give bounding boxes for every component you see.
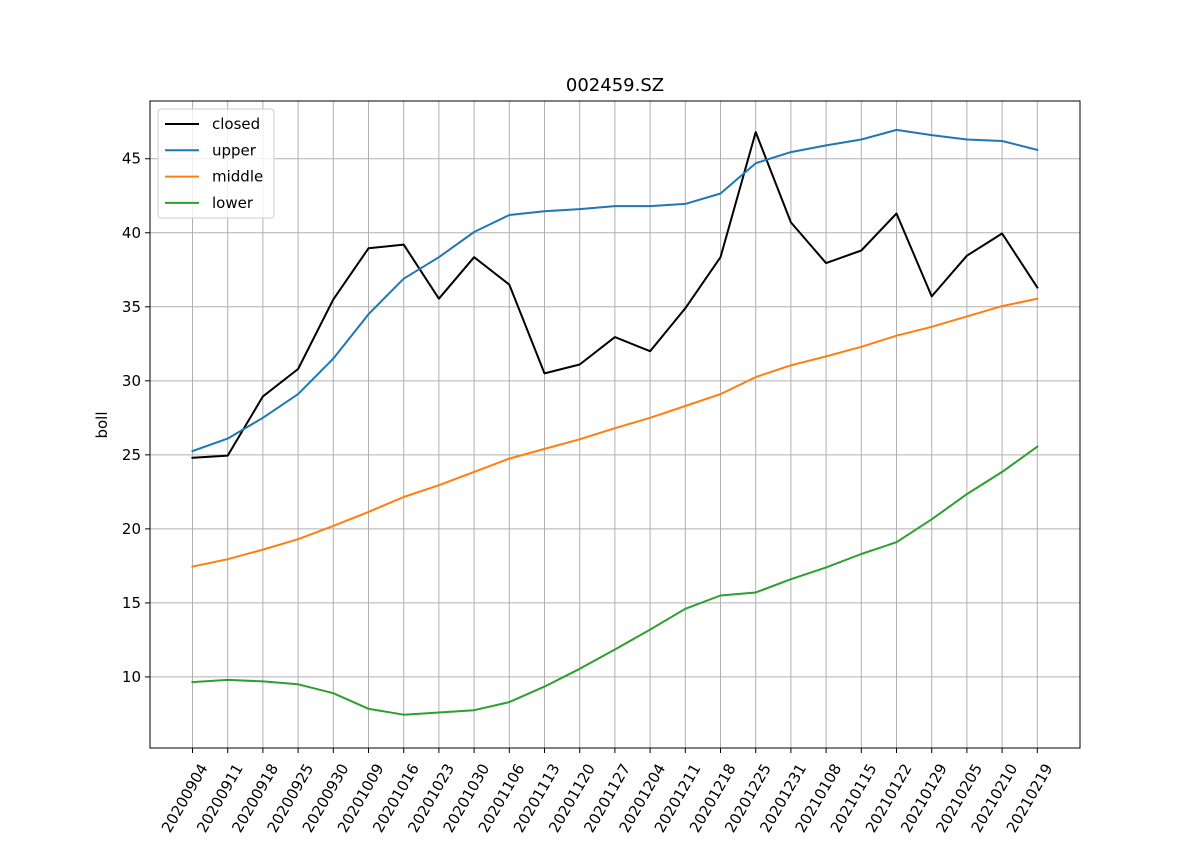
y-tick-label: 45 <box>122 150 141 168</box>
series-line-closed <box>191 131 1039 459</box>
series-line-upper <box>191 128 1039 453</box>
y-tick-label: 35 <box>122 298 141 316</box>
series-line-middle <box>191 297 1039 568</box>
chart-title: 002459.SZ <box>566 75 664 96</box>
y-tick-label: 25 <box>122 446 141 464</box>
y-tick-label: 10 <box>122 668 141 686</box>
y-tick-label: 40 <box>122 224 141 242</box>
legend-frame <box>157 108 275 219</box>
legend-label-closed: closed <box>212 115 260 133</box>
legend-label-middle: middle <box>212 168 263 186</box>
y-axis-label: boll <box>93 411 111 438</box>
legend-label-upper: upper <box>212 141 257 159</box>
series-layer <box>191 128 1039 716</box>
legend: closed upper middle lower <box>157 108 275 219</box>
y-tick-label: 30 <box>122 372 141 390</box>
y-tick-label: 15 <box>122 594 141 612</box>
series-line-lower <box>191 445 1039 716</box>
y-tick-label: 20 <box>122 520 141 538</box>
legend-label-lower: lower <box>212 194 254 212</box>
